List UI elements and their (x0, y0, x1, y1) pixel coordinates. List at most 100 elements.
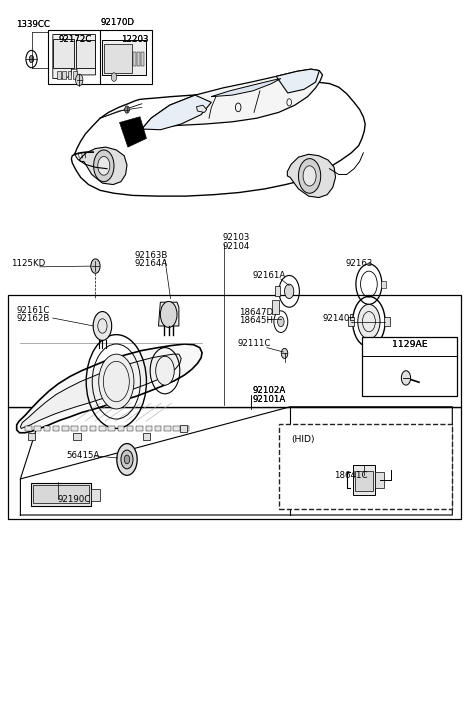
Bar (25, 425, 31, 431)
Text: 92172C: 92172C (59, 35, 92, 44)
Bar (33, 486, 89, 503)
Bar (118, 425, 124, 431)
Circle shape (91, 259, 100, 273)
Circle shape (125, 106, 129, 113)
Bar (272, 300, 279, 315)
Polygon shape (71, 82, 365, 196)
Text: 92104: 92104 (223, 242, 250, 251)
Bar (68, 71, 71, 79)
Bar (180, 425, 187, 432)
Bar (71, 425, 78, 431)
Text: 18647D: 18647D (239, 308, 273, 317)
Bar (76, 40, 95, 68)
Circle shape (76, 74, 83, 86)
Polygon shape (53, 34, 96, 79)
Polygon shape (79, 147, 127, 185)
Text: 92101A: 92101A (252, 395, 285, 404)
Text: 92111C: 92111C (237, 339, 271, 348)
Circle shape (298, 158, 321, 193)
Bar (91, 489, 100, 501)
Circle shape (93, 312, 112, 340)
Bar (53, 39, 74, 68)
Circle shape (358, 305, 380, 339)
Text: 18645H: 18645H (239, 316, 273, 326)
Bar (164, 425, 171, 431)
Circle shape (98, 156, 110, 175)
Bar (102, 40, 146, 75)
Bar (275, 286, 280, 297)
Text: 92170D: 92170D (100, 17, 134, 27)
Bar (44, 425, 50, 431)
Bar (8, 407, 461, 518)
Bar (182, 425, 189, 431)
Circle shape (281, 348, 288, 358)
Bar (137, 52, 140, 66)
Circle shape (98, 354, 134, 409)
Bar (48, 31, 152, 84)
Text: 92101A: 92101A (252, 395, 285, 404)
Bar (145, 425, 152, 431)
Bar (141, 52, 144, 66)
Text: 92161A: 92161A (252, 271, 285, 280)
Text: 92161C: 92161C (17, 305, 50, 315)
Text: 92163: 92163 (346, 260, 373, 268)
Bar (90, 425, 97, 431)
Text: 1129AE: 1129AE (392, 340, 428, 348)
Text: 92164A: 92164A (135, 260, 168, 268)
Polygon shape (142, 95, 212, 129)
Bar (127, 425, 134, 431)
Circle shape (401, 371, 410, 385)
Text: 92140E: 92140E (323, 314, 356, 324)
Bar (136, 425, 143, 431)
Bar (375, 472, 384, 488)
Bar (348, 317, 354, 326)
Text: 56415A: 56415A (67, 451, 100, 460)
Polygon shape (276, 69, 319, 93)
Bar (8, 295, 461, 407)
Bar (134, 52, 136, 66)
Bar (30, 483, 91, 506)
Polygon shape (197, 105, 207, 113)
Bar (355, 471, 372, 491)
Text: 18641C: 18641C (334, 471, 368, 480)
Circle shape (156, 356, 174, 385)
Circle shape (134, 127, 140, 137)
Bar (81, 425, 87, 431)
Bar (143, 433, 150, 440)
Circle shape (124, 455, 130, 464)
Text: (HID): (HID) (291, 435, 315, 443)
Circle shape (121, 450, 133, 469)
Bar (73, 71, 77, 79)
Bar (174, 425, 180, 431)
Polygon shape (212, 79, 281, 97)
Bar (62, 71, 66, 79)
Text: 12203: 12203 (121, 35, 149, 44)
Polygon shape (159, 302, 179, 326)
Text: 92162B: 92162B (17, 314, 50, 324)
Bar (104, 44, 132, 73)
Polygon shape (17, 344, 202, 433)
Text: 92170D: 92170D (100, 17, 134, 27)
Circle shape (160, 302, 177, 327)
Circle shape (285, 284, 294, 299)
Bar (155, 425, 161, 431)
Circle shape (111, 73, 117, 81)
Bar (73, 433, 81, 440)
Bar (384, 317, 390, 326)
Bar (28, 433, 35, 440)
Text: 92103: 92103 (223, 233, 250, 243)
Polygon shape (20, 354, 181, 428)
Circle shape (94, 150, 114, 182)
Circle shape (278, 316, 284, 326)
Text: 92102A: 92102A (252, 387, 285, 395)
Bar (353, 465, 375, 495)
Text: 92102A: 92102A (252, 387, 285, 395)
Bar (108, 425, 115, 431)
Text: 92163B: 92163B (135, 251, 168, 260)
Bar (34, 425, 41, 431)
Text: 1339CC: 1339CC (16, 20, 50, 29)
Text: 1339CC: 1339CC (16, 20, 50, 29)
Circle shape (303, 166, 316, 186)
Bar (362, 337, 457, 396)
Text: 1129AE: 1129AE (392, 340, 428, 348)
